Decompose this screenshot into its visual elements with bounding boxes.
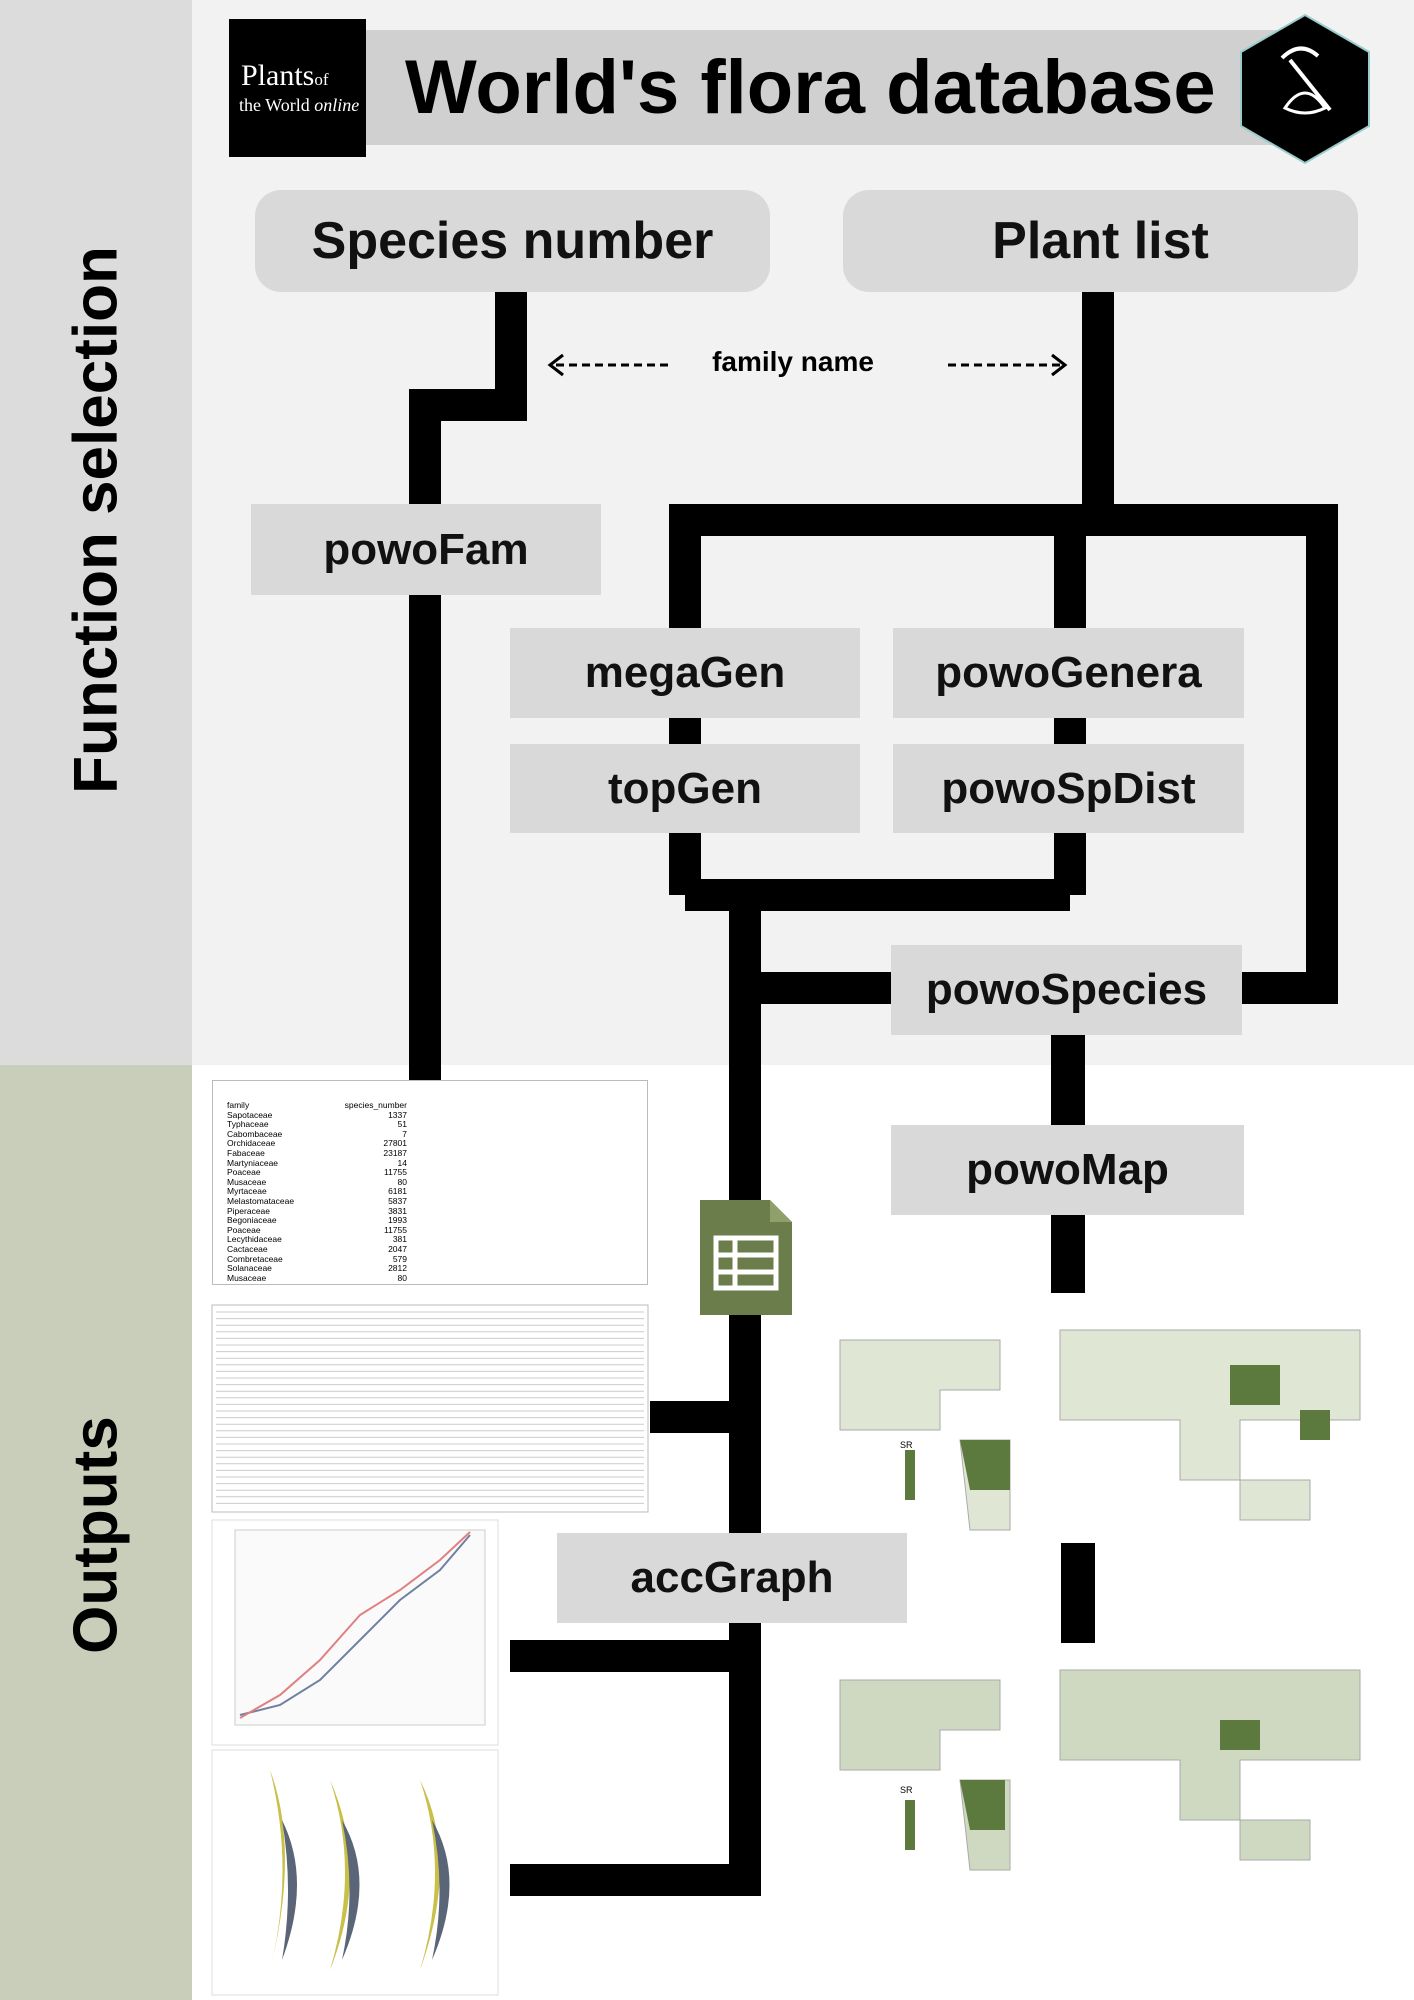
cell: Orchidaceae bbox=[227, 1138, 276, 1149]
title: World's flora database bbox=[405, 45, 1216, 130]
sheet-row: Melastomataceae 5837 bbox=[213, 1195, 647, 1207]
sheet-row: Combretaceae 579 bbox=[213, 1253, 647, 1265]
cell: Poaceae bbox=[227, 1224, 261, 1235]
node: powoSpDist bbox=[893, 744, 1244, 833]
annotation: family name bbox=[712, 346, 874, 377]
badge-icon bbox=[1280, 46, 1332, 112]
logo-text: Plantsof bbox=[241, 59, 329, 93]
sidebar-top bbox=[0, 0, 192, 1065]
cell: 7 bbox=[402, 1128, 407, 1139]
world-map bbox=[818, 1315, 1414, 1535]
sidebar-bottom bbox=[0, 1065, 192, 2000]
cell: Sapotaceae bbox=[227, 1109, 273, 1120]
cell: 6181 bbox=[388, 1186, 407, 1197]
cell: 5837 bbox=[388, 1195, 407, 1206]
sheet-row: Sapotaceae 1337 bbox=[213, 1109, 647, 1121]
node: megaGen bbox=[510, 628, 860, 718]
sheet-row: Musaceae 80 bbox=[213, 1272, 647, 1284]
node: accGraph bbox=[557, 1533, 907, 1623]
title-bar bbox=[366, 30, 1286, 145]
cell: Cactaceae bbox=[227, 1243, 268, 1254]
node: powoMap bbox=[891, 1125, 1244, 1215]
node: powoGenera bbox=[893, 628, 1244, 718]
cell: 27801 bbox=[383, 1138, 407, 1149]
logo-text: of bbox=[314, 70, 329, 89]
spreadsheet: family species_number Sapotaceae 1337 Typhac… bbox=[212, 1080, 648, 1285]
sheet-row: Solanaceae 2812 bbox=[213, 1263, 647, 1274]
node: Species number bbox=[255, 190, 770, 292]
sheet-row: Piperaceae 3831 bbox=[213, 1205, 647, 1217]
sheet-row: Orchidaceae 27801 bbox=[213, 1139, 647, 1149]
arrow bbox=[547, 353, 1068, 377]
sheet-row: Martyniaceae 14 bbox=[213, 1157, 647, 1169]
map-legend: SR bbox=[900, 1440, 913, 1450]
cell: 3831 bbox=[388, 1205, 407, 1216]
cell: 14 bbox=[397, 1157, 407, 1168]
logo-text: the World online bbox=[239, 95, 359, 116]
cell: 381 bbox=[392, 1234, 407, 1245]
badge-icon bbox=[1282, 91, 1328, 115]
accumulation-plot bbox=[211, 1519, 499, 1746]
spreadsheet-icon bbox=[700, 1200, 792, 1315]
sheet-row: Cabombaceae 7 bbox=[213, 1128, 647, 1140]
sheet-row: family species_number bbox=[213, 1100, 647, 1111]
cell: Martyniaceae bbox=[227, 1157, 279, 1168]
cell: 2812 bbox=[388, 1263, 407, 1274]
sheet-row: Poaceae 11755 bbox=[213, 1224, 647, 1236]
sheet-row: Fabaceae 23187 bbox=[213, 1147, 647, 1159]
sheet-row: Cactaceae 2047 bbox=[213, 1243, 647, 1255]
logo-text: Plants bbox=[241, 59, 315, 92]
sheet-row: Musaceae 80 bbox=[213, 1176, 647, 1188]
cell: 11755 bbox=[383, 1167, 407, 1178]
cell: Musaceae bbox=[227, 1272, 267, 1283]
cell: Piperaceae bbox=[227, 1205, 271, 1216]
sheet-row: Typhaceae 51 bbox=[213, 1120, 647, 1130]
cell: 1337 bbox=[388, 1109, 407, 1120]
output-table bbox=[211, 1304, 649, 1513]
cell: 23187 bbox=[383, 1147, 407, 1158]
column-header: family bbox=[227, 1100, 250, 1110]
cell: Cabombaceae bbox=[227, 1128, 283, 1139]
cell: Fabaceae bbox=[227, 1147, 265, 1158]
cell: 11755 bbox=[383, 1224, 407, 1235]
cell: 2047 bbox=[388, 1243, 407, 1254]
sheet-row: Lecythidaceae 381 bbox=[213, 1235, 647, 1245]
world-map bbox=[818, 1660, 1414, 1880]
node: Plant list bbox=[843, 190, 1358, 292]
node: powoSpecies bbox=[891, 945, 1242, 1035]
violin-plot bbox=[211, 1749, 499, 1996]
sheet-row: Myrtaceae 6181 bbox=[213, 1187, 647, 1197]
sheet-row: Poaceae 11755 bbox=[213, 1168, 647, 1178]
cell: Poaceae bbox=[227, 1167, 261, 1178]
cell: 80 bbox=[397, 1176, 407, 1187]
cell: Lecythidaceae bbox=[227, 1234, 282, 1245]
cell: Combretaceae bbox=[227, 1253, 283, 1264]
cell: Solanaceae bbox=[227, 1263, 272, 1274]
logo-text: the World bbox=[239, 95, 310, 115]
node: topGen bbox=[510, 744, 860, 833]
cell: 579 bbox=[392, 1253, 407, 1264]
logo: Plantsof the World online bbox=[229, 19, 366, 157]
badge bbox=[1240, 13, 1370, 165]
cell: 80 bbox=[397, 1272, 407, 1283]
cell: Musaceae bbox=[227, 1176, 267, 1187]
logo-text: online bbox=[314, 95, 360, 115]
cell: Begoniaceae bbox=[227, 1215, 277, 1226]
cell: Melastomataceae bbox=[227, 1195, 295, 1206]
cell: 51 bbox=[397, 1119, 407, 1130]
column-header: species_number bbox=[344, 1100, 407, 1110]
cell: 1993 bbox=[388, 1215, 407, 1226]
node: powoFam bbox=[251, 504, 601, 595]
cell: Myrtaceae bbox=[227, 1186, 267, 1197]
cell: Typhaceae bbox=[227, 1119, 269, 1130]
sheet-row: Begoniaceae 1993 bbox=[213, 1216, 647, 1226]
map-legend: SR bbox=[900, 1785, 913, 1795]
